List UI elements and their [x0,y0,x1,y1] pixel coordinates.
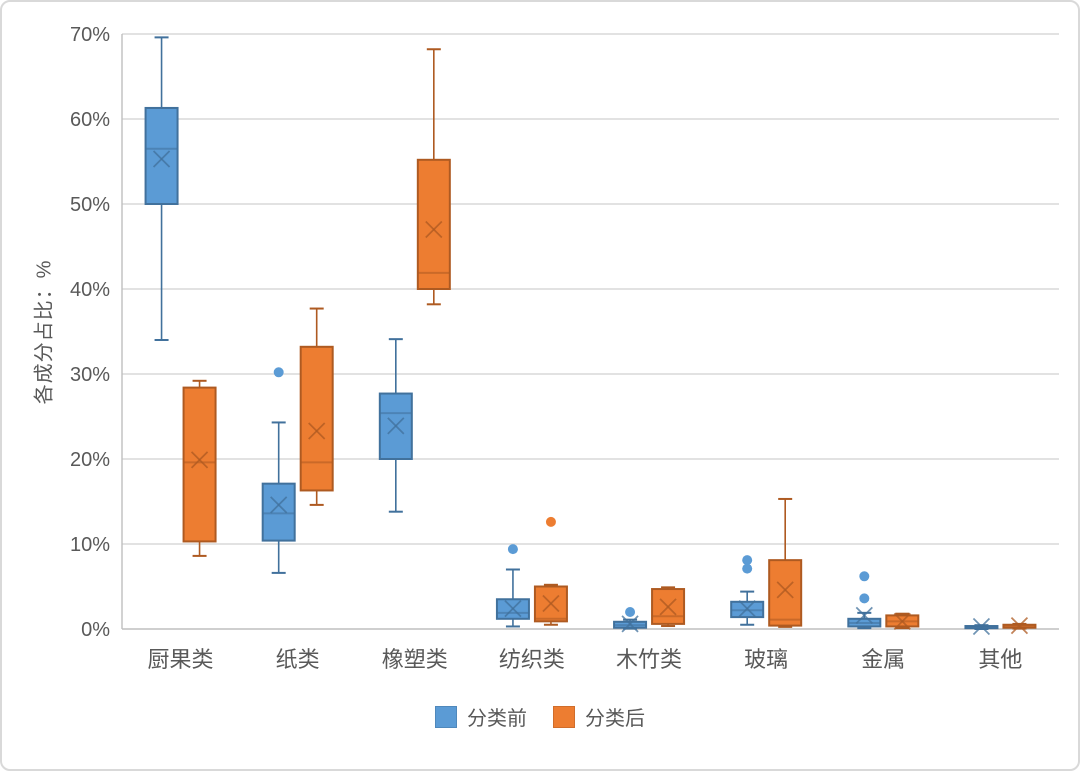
box-分类前-厨果类-mean-x-icon [152,150,171,168]
x-category-label: 木竹类 [616,647,682,672]
box-分类前-金属-outlier [859,593,870,604]
box-分类前-纸类-outlier [273,367,284,378]
y-tick-label: 50% [70,194,110,216]
box-分类前-纺织类-outlier [507,544,518,555]
box-分类前-木竹类-mean-x-icon [621,615,639,633]
x-category-label: 纸类 [276,647,320,672]
box-分类前-纸类 [261,482,296,542]
y-tick-label: 0% [81,619,110,641]
box-分类前-玻璃-outlier [742,555,753,566]
box-分类后-纺织类-mean-x-icon [542,594,560,613]
box-分类前-木竹类-outlier [625,607,636,617]
y-tick-label: 10% [70,534,110,556]
box-分类前-纸类-mean-x-icon [270,496,288,514]
box-分类后-橡塑类 [416,158,451,290]
x-category-label: 其他 [978,647,1022,672]
box-分类前-金属-outlier [859,571,870,582]
box-分类前-玻璃-outlier [742,563,753,574]
legend-item-before: 分类前 [435,702,527,731]
box-分类后-其他-mean-x-icon [1010,616,1029,635]
box-分类后-木竹类-mean-x-icon [659,598,677,616]
x-category-label: 橡塑类 [382,647,448,672]
x-category-label: 金属 [861,647,905,672]
legend-label-before: 分类前 [467,708,527,730]
box-分类后-金属-mean-x-icon [893,612,911,630]
legend: 分类前 分类后 [435,702,645,731]
box-分类后-纸类-mean-x-icon [308,422,326,440]
box-分类前-玻璃-mean-x-icon [738,599,756,618]
y-tick-label: 30% [70,364,110,386]
box-分类后-纸类 [299,345,334,492]
x-category-label: 玻璃 [744,647,788,672]
legend-label-after: 分类后 [585,708,645,730]
y-axis-title: 各成分占比：% [33,259,56,405]
x-category-label: 纺织类 [499,647,565,672]
box-分类前-其他-mean-x-icon [972,617,991,636]
legend-swatch-after-icon [553,705,575,728]
legend-item-after: 分类后 [553,702,645,731]
box-分类前-橡塑类-mean-x-icon [387,417,405,435]
box-分类后-厨果类 [182,386,217,543]
x-category-label: 厨果类 [148,647,214,672]
legend-swatch-before-icon [435,705,457,728]
box-分类后-玻璃-mean-x-icon [776,581,794,599]
box-分类后-纺织类-outlier [545,516,556,527]
box-分类前-厨果类 [144,106,179,205]
y-tick-label: 70% [70,24,110,46]
y-tick-label: 40% [70,279,110,301]
box-分类后-厨果类-mean-x-icon [190,451,209,469]
box-分类后-玻璃 [768,559,803,627]
box-分类后-橡塑类-mean-x-icon [425,220,443,239]
box-分类前-纺织类-mean-x-icon [504,599,522,618]
box-分类前-金属-mean-x-icon [855,606,873,625]
y-tick-label: 20% [70,449,110,471]
y-tick-label: 60% [70,109,110,131]
